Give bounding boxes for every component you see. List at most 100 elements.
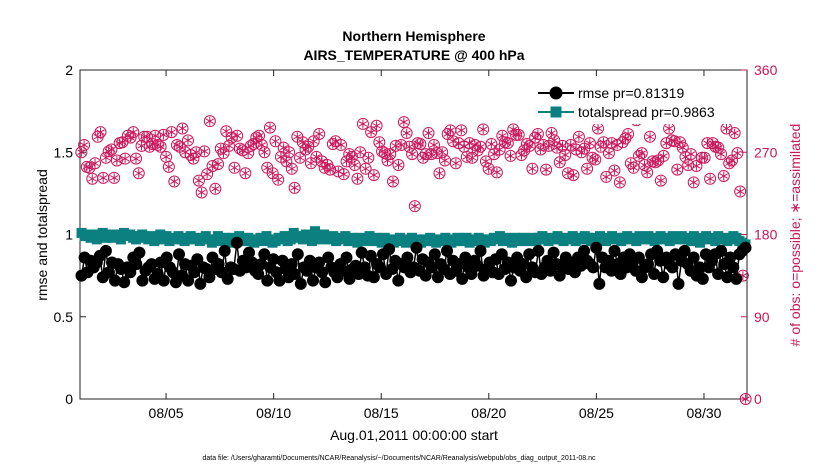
obs-assimilated-marker [161,152,171,162]
obs-possible-marker [392,159,405,172]
obs-possible-marker [381,154,394,167]
y-left-tick-label: 2 [65,62,73,78]
obs-assimilated-marker [230,163,239,173]
obs-point [392,159,405,172]
obs-point [712,141,725,154]
obs-possible-marker [253,129,266,142]
obs-possible-marker [203,115,216,128]
obs-point [78,138,91,151]
obs-assimilated-marker [205,116,214,126]
obs-possible-marker [78,138,91,151]
rmse-point [520,271,533,284]
obs-possible-marker [477,123,490,136]
obs-possible-marker [408,200,421,213]
rmse-point [367,271,380,284]
obs-possible-marker [157,128,170,141]
obs-point [567,169,580,182]
obs-assimilated-marker [643,167,652,177]
obs-assimilated-marker [134,168,143,178]
obs-assimilated-marker [129,127,138,137]
rmse-point [364,249,377,262]
obs-point [583,137,596,150]
rmse-point [203,271,216,284]
data-file-footnote: data file: /Users/gharamti/Documents/NCA… [202,455,596,462]
obs-possible-marker [428,138,441,151]
obs-possible-marker [687,176,700,189]
y-axis-label-right: # of obs: o=possible; ∗=assimilated [787,124,803,347]
obs-point [613,176,626,189]
obs-possible-marker [712,141,725,154]
obs-possible-marker [698,151,711,164]
obs-point [362,151,375,164]
obs-assimilated-marker [156,142,165,152]
rmse-point [505,274,517,287]
obs-possible-marker [149,129,162,142]
obs-assimilated-marker [96,127,105,137]
rmse-point [313,256,326,269]
obs-point [108,171,121,184]
rmse-point [392,274,405,287]
rmse-point [145,258,158,271]
rmse-point [261,274,274,287]
rmse-point [428,248,441,261]
obs-possible-marker [228,161,241,174]
rmse-point [252,268,265,280]
obs-assimilated-marker [741,394,750,404]
obs-point [203,115,216,128]
rmse-point [343,272,356,285]
obs-point [657,149,670,162]
obs-point [263,121,276,134]
rmse-point [291,248,304,261]
obs-point [187,152,200,165]
obs-point [269,135,282,148]
obs-assimilated-marker [375,137,384,147]
rmse-point [739,241,752,254]
obs-possible-marker [89,157,102,170]
obs-point [474,140,487,153]
obs-assimilated-marker [555,157,564,167]
rmse-point [578,244,591,257]
obs-possible-marker [633,149,646,162]
obs-point [540,163,553,176]
obs-possible-marker [531,127,544,140]
obs-possible-marker [176,122,189,135]
obs-possible-marker [704,172,717,185]
obs-assimilated-marker [233,131,242,141]
obs-assimilated-marker [629,163,638,173]
totalspread-point [115,234,126,245]
obs-possible-marker [94,126,107,139]
rmse-point [532,244,545,257]
rmse-point [218,244,231,257]
obs-point [449,157,462,170]
obs-possible-marker [299,143,312,156]
rmse-point [316,266,329,279]
rmse-point [182,274,195,287]
obs-point [283,146,296,159]
obs-point [231,129,244,142]
obs-possible-marker [438,154,451,167]
obs-point [176,122,189,135]
obs-point [501,137,514,150]
legend: rmse pr=0.81319 totalspread pr=0.9863 [535,80,740,124]
rmse-point [590,241,603,254]
rmse-point [523,248,536,261]
rmse-point [194,277,207,290]
obs-possible-marker [239,167,252,180]
rmse-point [730,272,743,285]
obs-possible-marker [212,158,225,171]
obs-point [356,117,369,130]
rmse-point [587,261,600,274]
obs-point [690,159,703,172]
obs-possible-marker [597,136,610,149]
obs-assimilated-marker [131,154,141,164]
obs-possible-marker [201,168,214,181]
obs-point [559,148,572,161]
obs-possible-marker [674,136,687,149]
obs-point [717,170,730,183]
obs-possible-marker [326,138,339,151]
rmse-point [157,274,170,287]
chart-subtitle: AIRS_TEMPERATURE @ 400 hPa [303,47,524,63]
rmse-point [666,261,679,274]
rmse-point [258,248,271,261]
